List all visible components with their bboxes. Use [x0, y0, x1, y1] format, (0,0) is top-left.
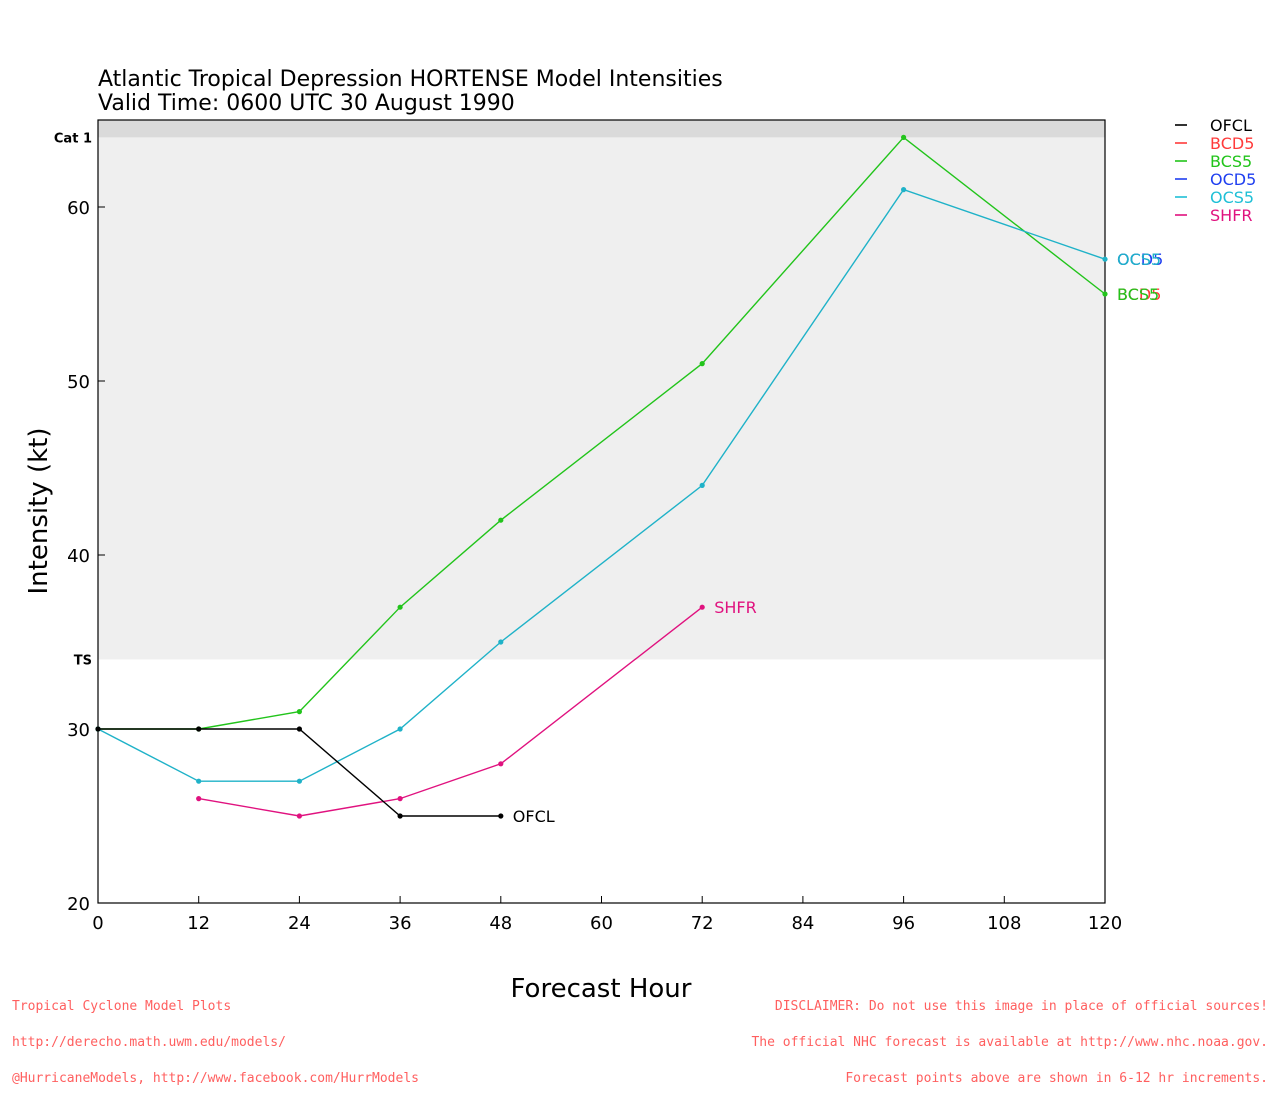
x-tick-label: 0	[92, 913, 103, 934]
x-tick-label: 36	[389, 913, 412, 934]
intensity-chart: Atlantic Tropical Depression HORTENSE Mo…	[24, 67, 1256, 1004]
chart-subtitle: Valid Time: 0600 UTC 30 August 1990	[98, 91, 515, 116]
legend-label-bcd5: BCD5	[1210, 134, 1254, 153]
series-ofcl-point	[296, 726, 302, 732]
footer-credits-line: http://derecho.math.uwm.edu/models/	[12, 1035, 286, 1050]
series-bcs5-point	[1102, 291, 1108, 297]
series-shfr-point	[397, 796, 403, 802]
series-ocs5-point	[901, 187, 907, 193]
band-labels: TS Cat 1	[54, 131, 92, 668]
legend-label-bcs5: BCS5	[1210, 152, 1252, 171]
footer-credits-line: @HurricaneModels, http://www.facebook.co…	[12, 1071, 419, 1086]
intensity-bands	[98, 120, 1105, 660]
x-tick-label: 24	[288, 913, 311, 934]
series-bcs5-point	[296, 709, 302, 715]
footer-credits: Tropical Cyclone Model Plots http://dere…	[12, 977, 419, 1097]
end-label-bcd5: BCD5	[1117, 285, 1161, 304]
series-ocs5-point	[296, 778, 302, 784]
series-ocs5-point	[1102, 256, 1108, 262]
series-ofcl-point	[498, 813, 504, 819]
series-bcs5-point	[498, 517, 504, 523]
series-bcs5-point	[397, 604, 403, 610]
band-label: Cat 1	[54, 131, 92, 146]
footer-credits-line: Tropical Cyclone Model Plots	[12, 999, 232, 1014]
end-label-ocs5: OCS5	[1117, 250, 1161, 269]
y-tick-label: 50	[67, 372, 90, 393]
x-axis: 0 12 24 36 48 60 72 84 96 108 120	[92, 896, 1122, 934]
band-cat-1	[98, 120, 1105, 138]
series-shfr-point	[699, 604, 705, 610]
footer-disclaimer-line: DISCLAIMER: Do not use this image in pla…	[774, 999, 1268, 1014]
footer-disclaimer-line: The official NHC forecast is available a…	[751, 1035, 1268, 1050]
end-label-ofcl: OFCL	[513, 807, 555, 826]
series-ofcl-point	[397, 813, 403, 819]
series-layer	[95, 134, 1108, 819]
x-tick-label: 120	[1088, 913, 1122, 934]
band-label: TS	[74, 653, 92, 668]
series-bcs5-line	[98, 136, 1106, 730]
y-axis-label: Intensity (kt)	[24, 428, 54, 595]
footer-disclaimer-line: Forecast points above are shown in 6-12 …	[845, 1071, 1268, 1086]
series-ocs5-line	[97, 188, 1106, 782]
series-ocs5-point	[498, 639, 504, 645]
end-label-ocd5: OCD5	[1117, 250, 1163, 269]
chart-title: Atlantic Tropical Depression HORTENSE Mo…	[98, 67, 723, 92]
y-axis: 20 30 40 50 60	[67, 198, 105, 915]
end-label-shfr: SHFR	[714, 598, 757, 617]
series-ofcl-point	[95, 726, 101, 732]
y-tick-label: 20	[67, 894, 90, 915]
legend-label-ocs5: OCS5	[1210, 188, 1254, 207]
x-axis-label: Forecast Hour	[511, 974, 692, 1004]
series-ofcl-line	[98, 728, 501, 817]
series-shfr-point	[196, 796, 202, 802]
series-ofcl-point	[196, 726, 202, 732]
series-ocs5-point	[699, 482, 705, 488]
y-tick-label: 30	[67, 720, 90, 741]
legend-label-ofcl: OFCL	[1210, 116, 1252, 135]
legend-label-ocd5: OCD5	[1210, 170, 1256, 189]
x-tick-label: 72	[691, 913, 714, 934]
series-shfr-point	[296, 813, 302, 819]
x-tick-label: 96	[892, 913, 915, 934]
series-bcs5-point	[901, 134, 907, 140]
end-label-bcs5: BCS5	[1117, 285, 1159, 304]
y-tick-label: 40	[67, 546, 90, 567]
band-ts	[98, 137, 1105, 660]
x-tick-label: 84	[791, 913, 814, 934]
x-tick-label: 48	[489, 913, 512, 934]
x-tick-label: 60	[590, 913, 613, 934]
x-tick-label: 108	[987, 913, 1021, 934]
series-shfr-point	[498, 761, 504, 767]
series-ocs5-point	[196, 778, 202, 784]
series-bcs5-point	[699, 361, 705, 367]
x-tick-label: 12	[187, 913, 210, 934]
series-ocs5-point	[397, 726, 403, 732]
y-tick-label: 60	[67, 198, 90, 219]
footer-disclaimer: DISCLAIMER: Do not use this image in pla…	[751, 977, 1268, 1097]
legend-label-shfr: SHFR	[1210, 206, 1253, 225]
